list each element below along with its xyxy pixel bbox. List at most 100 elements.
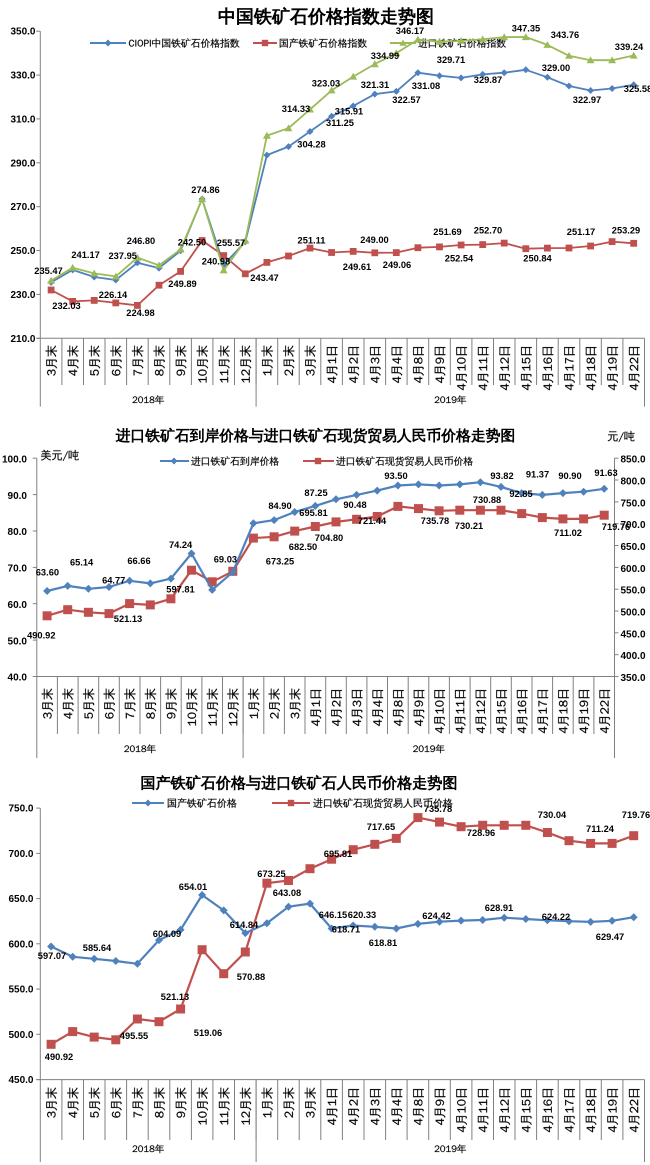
svg-text:490.92: 490.92: [45, 1052, 73, 1062]
svg-text:450.0: 450.0: [8, 1075, 33, 1086]
svg-text:700.0: 700.0: [621, 520, 646, 531]
svg-text:682.50: 682.50: [289, 542, 317, 552]
svg-text:311.25: 311.25: [326, 118, 354, 128]
svg-text:64.77: 64.77: [102, 576, 125, 586]
svg-text:60.0: 60.0: [8, 600, 28, 611]
svg-text:800.0: 800.0: [621, 477, 646, 488]
svg-text:628.91: 628.91: [485, 903, 513, 913]
svg-text:270.0: 270.0: [10, 202, 35, 213]
svg-text:350.0: 350.0: [621, 673, 646, 684]
svg-text:735.78: 735.78: [421, 516, 449, 526]
svg-text:63.60: 63.60: [36, 568, 59, 578]
svg-text:93.50: 93.50: [384, 471, 407, 481]
svg-text:330.0: 330.0: [10, 71, 35, 82]
svg-text:695.81: 695.81: [299, 508, 327, 518]
svg-text:730.04: 730.04: [538, 810, 567, 820]
svg-text:500.0: 500.0: [8, 1030, 33, 1041]
svg-text:334.99: 334.99: [371, 51, 399, 61]
svg-text:570.88: 570.88: [237, 972, 265, 982]
svg-text:314.33: 314.33: [282, 104, 310, 114]
svg-text:643.08: 643.08: [273, 888, 301, 898]
svg-text:322.97: 322.97: [573, 95, 601, 105]
svg-text:93.82: 93.82: [490, 471, 513, 481]
svg-text:91.63: 91.63: [594, 468, 617, 478]
svg-text:711.02: 711.02: [554, 528, 582, 538]
svg-text:600.0: 600.0: [621, 564, 646, 575]
svg-text:90.0: 90.0: [8, 491, 28, 502]
svg-text:224.98: 224.98: [126, 308, 154, 318]
svg-text:230.0: 230.0: [10, 290, 35, 301]
svg-text:74.24: 74.24: [169, 540, 193, 550]
svg-text:274.86: 274.86: [191, 185, 219, 195]
svg-text:243.47: 243.47: [250, 273, 278, 283]
svg-text:618.71: 618.71: [332, 925, 360, 935]
svg-text:290.0: 290.0: [10, 158, 35, 169]
svg-text:654.01: 654.01: [179, 882, 207, 892]
svg-text:550.0: 550.0: [621, 586, 646, 597]
svg-text:597.07: 597.07: [38, 951, 66, 961]
svg-text:673.25: 673.25: [266, 557, 294, 567]
svg-text:322.57: 322.57: [392, 95, 420, 105]
svg-text:400.0: 400.0: [621, 651, 646, 662]
svg-text:65.14: 65.14: [70, 558, 94, 568]
svg-text:673.25: 673.25: [257, 869, 285, 879]
svg-text:500.0: 500.0: [621, 608, 646, 619]
svg-text:251.17: 251.17: [567, 227, 595, 237]
svg-text:343.76: 343.76: [551, 30, 579, 40]
svg-text:646.15: 646.15: [319, 910, 347, 920]
svg-text:750.0: 750.0: [621, 498, 646, 509]
svg-text:728.96: 728.96: [467, 828, 495, 838]
svg-text:69.03: 69.03: [214, 555, 237, 565]
svg-text:550.0: 550.0: [8, 985, 33, 996]
svg-text:321.31: 321.31: [361, 80, 389, 90]
svg-text:250.0: 250.0: [10, 246, 35, 257]
svg-text:629.47: 629.47: [596, 932, 624, 942]
svg-text:251.11: 251.11: [298, 236, 326, 246]
svg-text:90.90: 90.90: [558, 471, 581, 481]
svg-text:50.0: 50.0: [8, 636, 28, 647]
svg-text:80.0: 80.0: [8, 527, 28, 538]
svg-text:331.08: 331.08: [412, 81, 440, 91]
svg-text:650.0: 650.0: [621, 542, 646, 553]
svg-text:250.84: 250.84: [523, 254, 552, 264]
svg-text:66.66: 66.66: [127, 556, 150, 566]
svg-text:325.58: 325.58: [624, 84, 650, 94]
svg-text:249.06: 249.06: [383, 260, 411, 270]
svg-text:255.57: 255.57: [217, 238, 245, 248]
svg-text:717.65: 717.65: [367, 822, 395, 832]
svg-text:235.47: 235.47: [34, 266, 62, 276]
svg-text:721.44: 721.44: [358, 516, 387, 526]
svg-text:329.71: 329.71: [437, 55, 465, 65]
svg-text:350.0: 350.0: [10, 27, 35, 38]
svg-text:620.33: 620.33: [348, 910, 376, 920]
svg-text:600.0: 600.0: [8, 939, 33, 950]
svg-text:850.0: 850.0: [621, 455, 646, 466]
svg-text:249.89: 249.89: [168, 279, 196, 289]
svg-text:92.85: 92.85: [509, 489, 532, 499]
svg-text:323.03: 323.03: [312, 79, 340, 89]
svg-text:521.13: 521.13: [114, 614, 142, 624]
svg-text:210.0: 210.0: [10, 334, 35, 345]
svg-text:650.0: 650.0: [8, 894, 33, 905]
svg-text:624.22: 624.22: [542, 912, 570, 922]
svg-text:614.84: 614.84: [230, 920, 259, 930]
svg-text:700.0: 700.0: [8, 849, 33, 860]
svg-text:252.70: 252.70: [474, 226, 502, 236]
svg-text:339.24: 339.24: [615, 42, 644, 52]
svg-text:237.95: 237.95: [108, 251, 136, 261]
svg-text:315.91: 315.91: [335, 107, 363, 117]
svg-text:249.61: 249.61: [343, 262, 371, 272]
svg-text:87.25: 87.25: [304, 488, 327, 498]
svg-text:521.13: 521.13: [161, 992, 189, 1002]
svg-text:495.55: 495.55: [120, 1031, 148, 1041]
svg-text:730.88: 730.88: [473, 495, 501, 505]
svg-text:719.76: 719.76: [622, 810, 650, 820]
svg-text:252.54: 252.54: [445, 254, 474, 264]
svg-text:750.0: 750.0: [8, 804, 33, 815]
svg-text:719.76: 719.76: [602, 522, 630, 532]
svg-text:241.17: 241.17: [71, 250, 99, 260]
svg-text:704.80: 704.80: [315, 533, 343, 543]
svg-text:735.78: 735.78: [424, 804, 452, 814]
svg-text:624.42: 624.42: [422, 911, 450, 921]
svg-text:347.35: 347.35: [512, 24, 540, 34]
